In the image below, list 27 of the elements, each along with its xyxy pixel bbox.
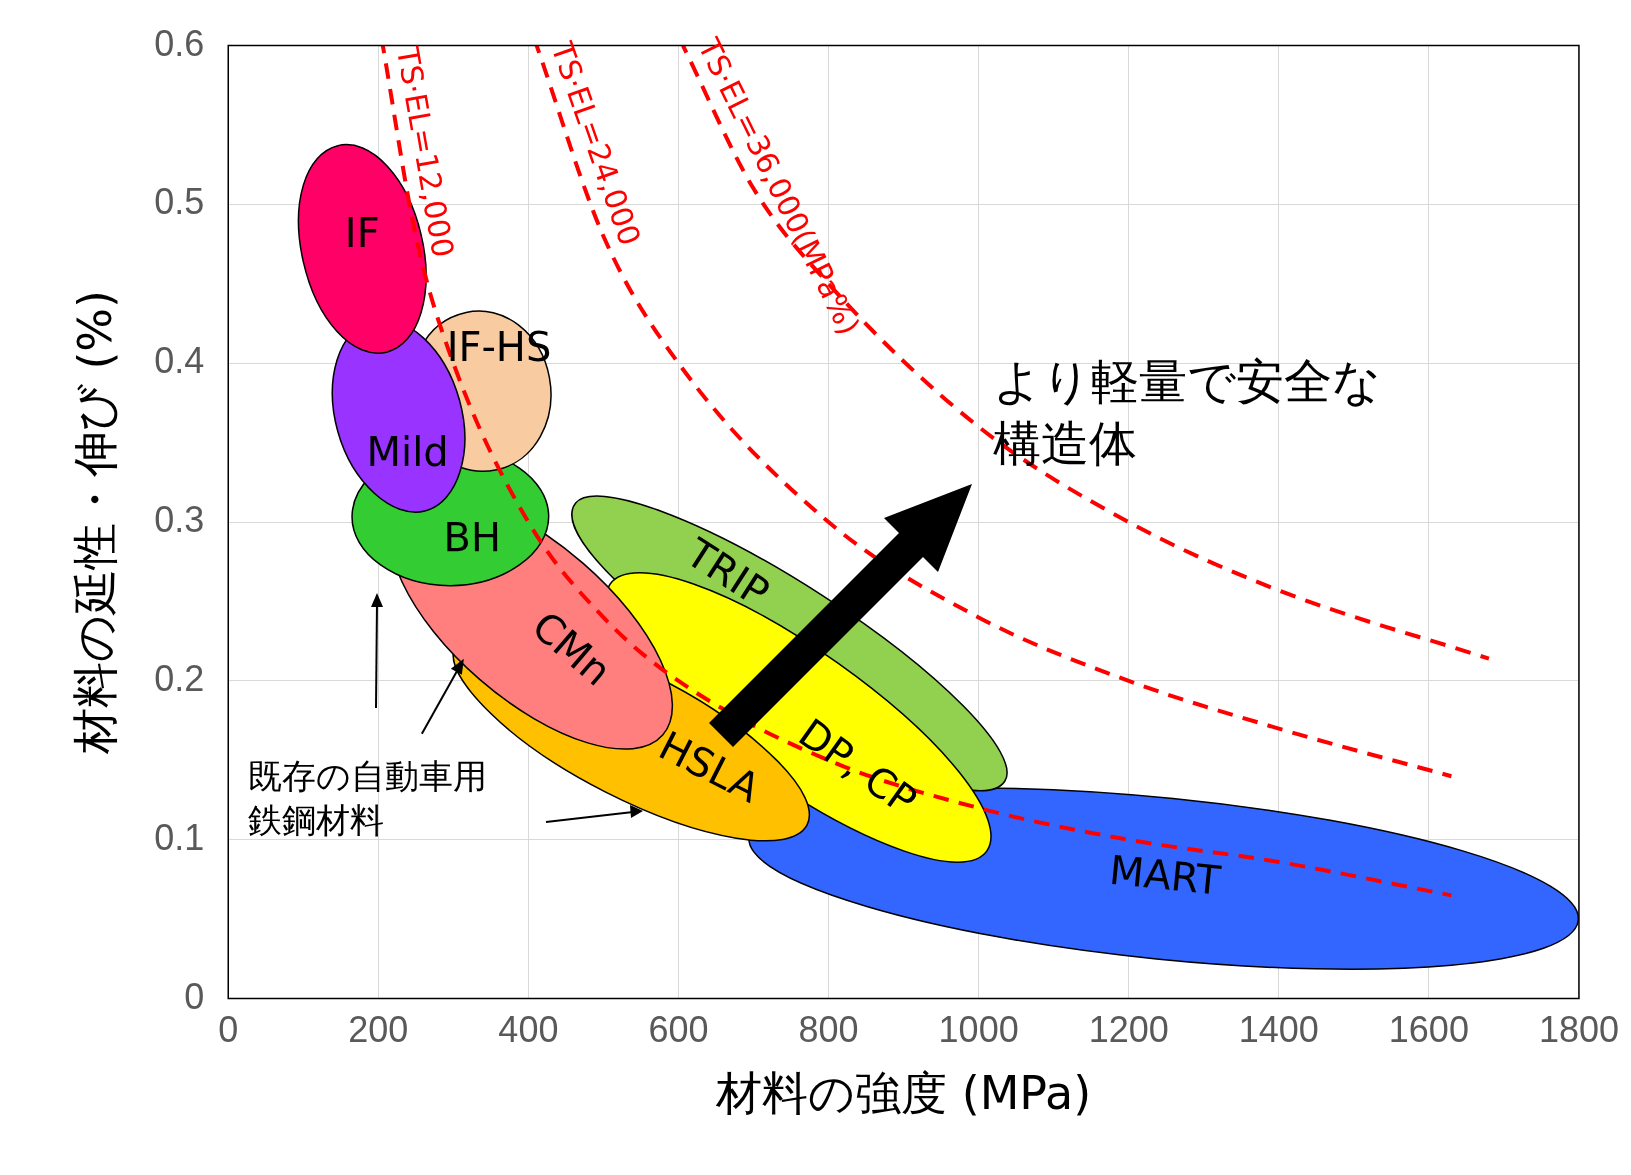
y-tick-label: 0 (184, 975, 205, 1017)
series-label: Mild (366, 429, 449, 476)
annotation: より軽量で安全な構造体 (993, 352, 1382, 474)
x-tick-label: 1800 (1538, 1009, 1619, 1051)
series-label: IF (344, 210, 380, 257)
y-tick-label: 0.1 (154, 816, 205, 858)
x-axis-title: 材料の強度 (MPa) (715, 1066, 1092, 1121)
y-tick-label: 0.4 (154, 340, 205, 382)
y-tick-label: 0.6 (154, 22, 205, 64)
series-label: BH (443, 514, 502, 561)
x-tick-label: 1400 (1238, 1009, 1319, 1051)
y-tick-label: 0.3 (154, 499, 205, 541)
series-label: TRIP (677, 528, 778, 616)
x-tick-label: 1200 (1088, 1009, 1169, 1051)
y-tick-label: 0.5 (154, 181, 205, 223)
x-tick-label: 800 (798, 1009, 859, 1051)
x-tick-label: 200 (348, 1009, 409, 1051)
x-tick-label: 0 (218, 1009, 239, 1051)
x-tick-label: 600 (648, 1009, 709, 1051)
y-tick-label: 0.2 (154, 657, 205, 699)
x-tick-label: 400 (498, 1009, 559, 1051)
x-tick-label: 1000 (938, 1009, 1019, 1051)
x-tick-label: 1600 (1388, 1009, 1469, 1051)
series-label: MART (1107, 846, 1224, 904)
series-label: DP, CP (790, 709, 926, 824)
annotation: 既存の自動車用鉄鋼材料 (247, 754, 488, 842)
y-axis-title: 材料の延性・伸び (%) (67, 289, 122, 756)
